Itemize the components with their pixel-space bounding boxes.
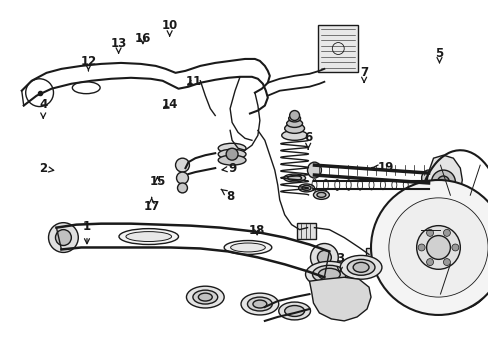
Ellipse shape <box>317 192 326 197</box>
Circle shape <box>416 226 460 269</box>
Ellipse shape <box>347 260 375 275</box>
Ellipse shape <box>284 174 306 182</box>
Text: 2: 2 <box>39 162 54 175</box>
Ellipse shape <box>302 185 311 190</box>
Ellipse shape <box>253 300 267 308</box>
Ellipse shape <box>353 262 369 272</box>
Circle shape <box>432 170 455 194</box>
Circle shape <box>427 258 434 266</box>
Circle shape <box>438 176 449 188</box>
Circle shape <box>226 148 238 160</box>
Text: 12: 12 <box>80 55 97 71</box>
Ellipse shape <box>231 243 266 252</box>
Text: 16: 16 <box>135 32 151 45</box>
Ellipse shape <box>308 162 321 178</box>
Ellipse shape <box>119 229 178 244</box>
Ellipse shape <box>288 176 301 180</box>
Text: 15: 15 <box>149 175 166 188</box>
Polygon shape <box>310 277 371 321</box>
Circle shape <box>177 183 188 193</box>
Text: 8: 8 <box>221 189 235 203</box>
Circle shape <box>418 244 425 251</box>
Text: 19: 19 <box>372 161 394 174</box>
Polygon shape <box>427 155 462 210</box>
Ellipse shape <box>218 143 246 153</box>
Ellipse shape <box>314 190 329 199</box>
Circle shape <box>318 251 331 264</box>
Ellipse shape <box>279 302 311 320</box>
Circle shape <box>175 158 190 172</box>
Ellipse shape <box>340 255 382 279</box>
Ellipse shape <box>285 123 305 133</box>
Ellipse shape <box>289 115 300 122</box>
Ellipse shape <box>224 240 272 255</box>
Text: 13: 13 <box>110 37 127 53</box>
Text: 4: 4 <box>39 99 48 118</box>
Circle shape <box>443 229 450 236</box>
Circle shape <box>290 111 299 121</box>
Ellipse shape <box>193 290 218 304</box>
Text: 9: 9 <box>222 162 237 175</box>
Ellipse shape <box>241 293 279 315</box>
Text: 7: 7 <box>360 66 368 82</box>
Circle shape <box>49 223 78 252</box>
Circle shape <box>389 198 488 297</box>
Circle shape <box>427 229 434 236</box>
Ellipse shape <box>426 175 441 195</box>
Text: 1: 1 <box>83 220 91 244</box>
Ellipse shape <box>306 261 353 287</box>
FancyBboxPatch shape <box>318 25 358 72</box>
Text: 6: 6 <box>304 131 312 149</box>
Text: 17: 17 <box>144 198 160 213</box>
Ellipse shape <box>218 155 246 165</box>
Ellipse shape <box>313 265 346 283</box>
Circle shape <box>311 243 338 271</box>
Circle shape <box>452 244 459 251</box>
Ellipse shape <box>126 231 172 242</box>
Text: 18: 18 <box>249 224 266 237</box>
Ellipse shape <box>282 130 308 140</box>
Text: 10: 10 <box>162 19 178 36</box>
Circle shape <box>176 172 189 184</box>
Ellipse shape <box>198 293 212 301</box>
Ellipse shape <box>298 184 315 192</box>
Text: 14: 14 <box>161 99 178 112</box>
Circle shape <box>443 258 450 266</box>
Text: 3: 3 <box>336 252 344 272</box>
Circle shape <box>371 180 490 315</box>
Ellipse shape <box>218 149 246 159</box>
FancyBboxPatch shape <box>366 248 382 260</box>
Ellipse shape <box>318 268 340 280</box>
Text: 5: 5 <box>435 47 443 63</box>
FancyBboxPatch shape <box>296 223 317 239</box>
Text: 11: 11 <box>186 75 202 88</box>
Ellipse shape <box>247 297 272 311</box>
Ellipse shape <box>287 120 302 127</box>
Ellipse shape <box>421 170 436 186</box>
Circle shape <box>55 230 72 246</box>
Ellipse shape <box>187 286 224 308</box>
Ellipse shape <box>285 306 305 316</box>
Circle shape <box>427 235 450 260</box>
